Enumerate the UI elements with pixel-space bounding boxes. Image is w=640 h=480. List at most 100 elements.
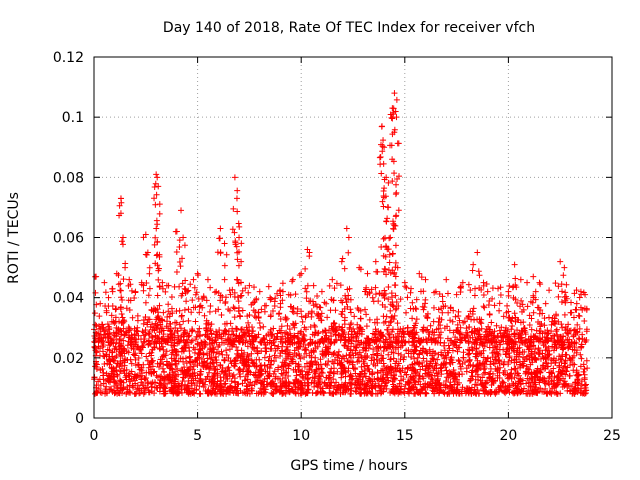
- data-point: [97, 367, 104, 374]
- y-tick-label: 0.06: [53, 231, 84, 247]
- data-point: [238, 359, 245, 366]
- data-point: [249, 344, 256, 351]
- data-point: [167, 377, 174, 384]
- data-point: [422, 380, 429, 387]
- data-point: [236, 366, 243, 373]
- data-point: [523, 380, 530, 387]
- data-point: [479, 374, 486, 381]
- data-point: [333, 379, 340, 386]
- data-point: [572, 381, 579, 387]
- data-point: [401, 353, 408, 360]
- data-point: [228, 378, 235, 385]
- data-point: [386, 366, 393, 373]
- data-point: [249, 341, 256, 348]
- data-point: [289, 358, 296, 365]
- data-point: [161, 369, 168, 376]
- data-point: [487, 358, 494, 365]
- data-point: [148, 380, 155, 387]
- data-point: [242, 377, 249, 384]
- data-point: [145, 380, 152, 387]
- data-point: [311, 383, 318, 390]
- data-point: [514, 347, 521, 354]
- data-point: [545, 314, 552, 321]
- data-point: [454, 348, 461, 355]
- y-tick-label: 0.12: [53, 50, 84, 66]
- data-point: [410, 376, 417, 383]
- data-point: [111, 383, 118, 390]
- data-point: [253, 356, 260, 363]
- data-point: [577, 363, 584, 370]
- data-point: [92, 321, 99, 328]
- data-point: [321, 379, 328, 386]
- x-tick-label: 10: [292, 428, 310, 444]
- data-point: [419, 363, 426, 370]
- data-point: [360, 346, 367, 353]
- data-point: [278, 370, 285, 377]
- data-point: [179, 378, 186, 385]
- data-point: [575, 387, 582, 394]
- data-point: [575, 371, 582, 378]
- data-point: [230, 371, 237, 378]
- data-point: [207, 346, 214, 353]
- data-point: [177, 325, 184, 332]
- data-point: [488, 381, 495, 388]
- data-point: [494, 344, 501, 351]
- data-point: [368, 357, 375, 364]
- data-point: [208, 321, 215, 328]
- data-point: [175, 332, 182, 339]
- data-point: [193, 356, 200, 363]
- data-point: [384, 326, 391, 333]
- data-point: [403, 347, 410, 354]
- x-tick-label: 0: [90, 428, 99, 444]
- data-point: [267, 361, 274, 368]
- data-point: [239, 380, 246, 387]
- data-point: [245, 353, 252, 360]
- data-point: [272, 354, 279, 361]
- data-point: [583, 357, 590, 364]
- data-point: [570, 332, 577, 339]
- data-point: [473, 382, 480, 389]
- data-point: [559, 324, 566, 331]
- scatter-points: [91, 90, 591, 397]
- data-point: [132, 356, 139, 363]
- data-point: [188, 328, 195, 335]
- data-point: [279, 371, 286, 378]
- data-point: [550, 365, 557, 372]
- data-point: [266, 365, 273, 372]
- data-point: [437, 365, 444, 372]
- data-point: [135, 355, 142, 362]
- data-point: [349, 375, 356, 382]
- data-point: [549, 385, 556, 392]
- x-tick-label: 15: [396, 428, 414, 444]
- data-point: [468, 384, 475, 391]
- data-point: [541, 365, 548, 372]
- data-point: [200, 383, 207, 390]
- data-point: [156, 363, 163, 370]
- data-point: [559, 353, 566, 360]
- data-point: [185, 317, 192, 324]
- data-point: [441, 347, 448, 354]
- data-point: [570, 367, 577, 374]
- data-point: [132, 390, 139, 397]
- data-point: [542, 385, 549, 392]
- data-point: [172, 376, 179, 383]
- x-axis-label: GPS time / hours: [290, 458, 407, 474]
- y-tick-label: 0: [75, 411, 84, 427]
- data-point: [395, 350, 402, 357]
- data-point: [573, 347, 580, 354]
- data-point: [212, 365, 219, 372]
- data-point: [221, 356, 228, 363]
- data-point: [289, 353, 296, 360]
- data-point: [565, 330, 572, 337]
- data-point: [125, 376, 132, 383]
- data-point: [511, 374, 518, 381]
- x-tick-label: 5: [193, 428, 202, 444]
- data-point: [207, 356, 214, 363]
- data-point: [523, 363, 530, 370]
- data-point: [102, 327, 109, 334]
- data-point: [480, 366, 487, 373]
- data-point: [186, 332, 193, 339]
- data-point: [455, 356, 462, 363]
